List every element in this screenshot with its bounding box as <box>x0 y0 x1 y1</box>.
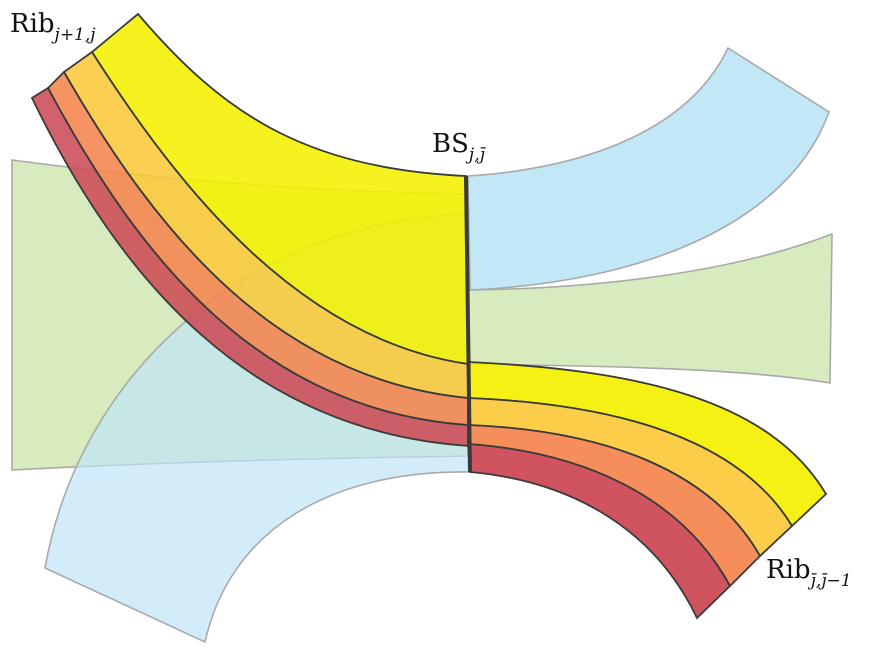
label-rib-bottom-right: Ribj̄,j̄−1 <box>766 555 852 591</box>
label-bs-center: BSj,j̄ <box>432 129 486 165</box>
blue-ribbon-upper-right <box>467 46 830 291</box>
rib-lower-red-band <box>467 443 732 620</box>
bs-seam-line <box>464 175 472 473</box>
label-rib-top-left: Ribj+1,j <box>10 9 96 45</box>
